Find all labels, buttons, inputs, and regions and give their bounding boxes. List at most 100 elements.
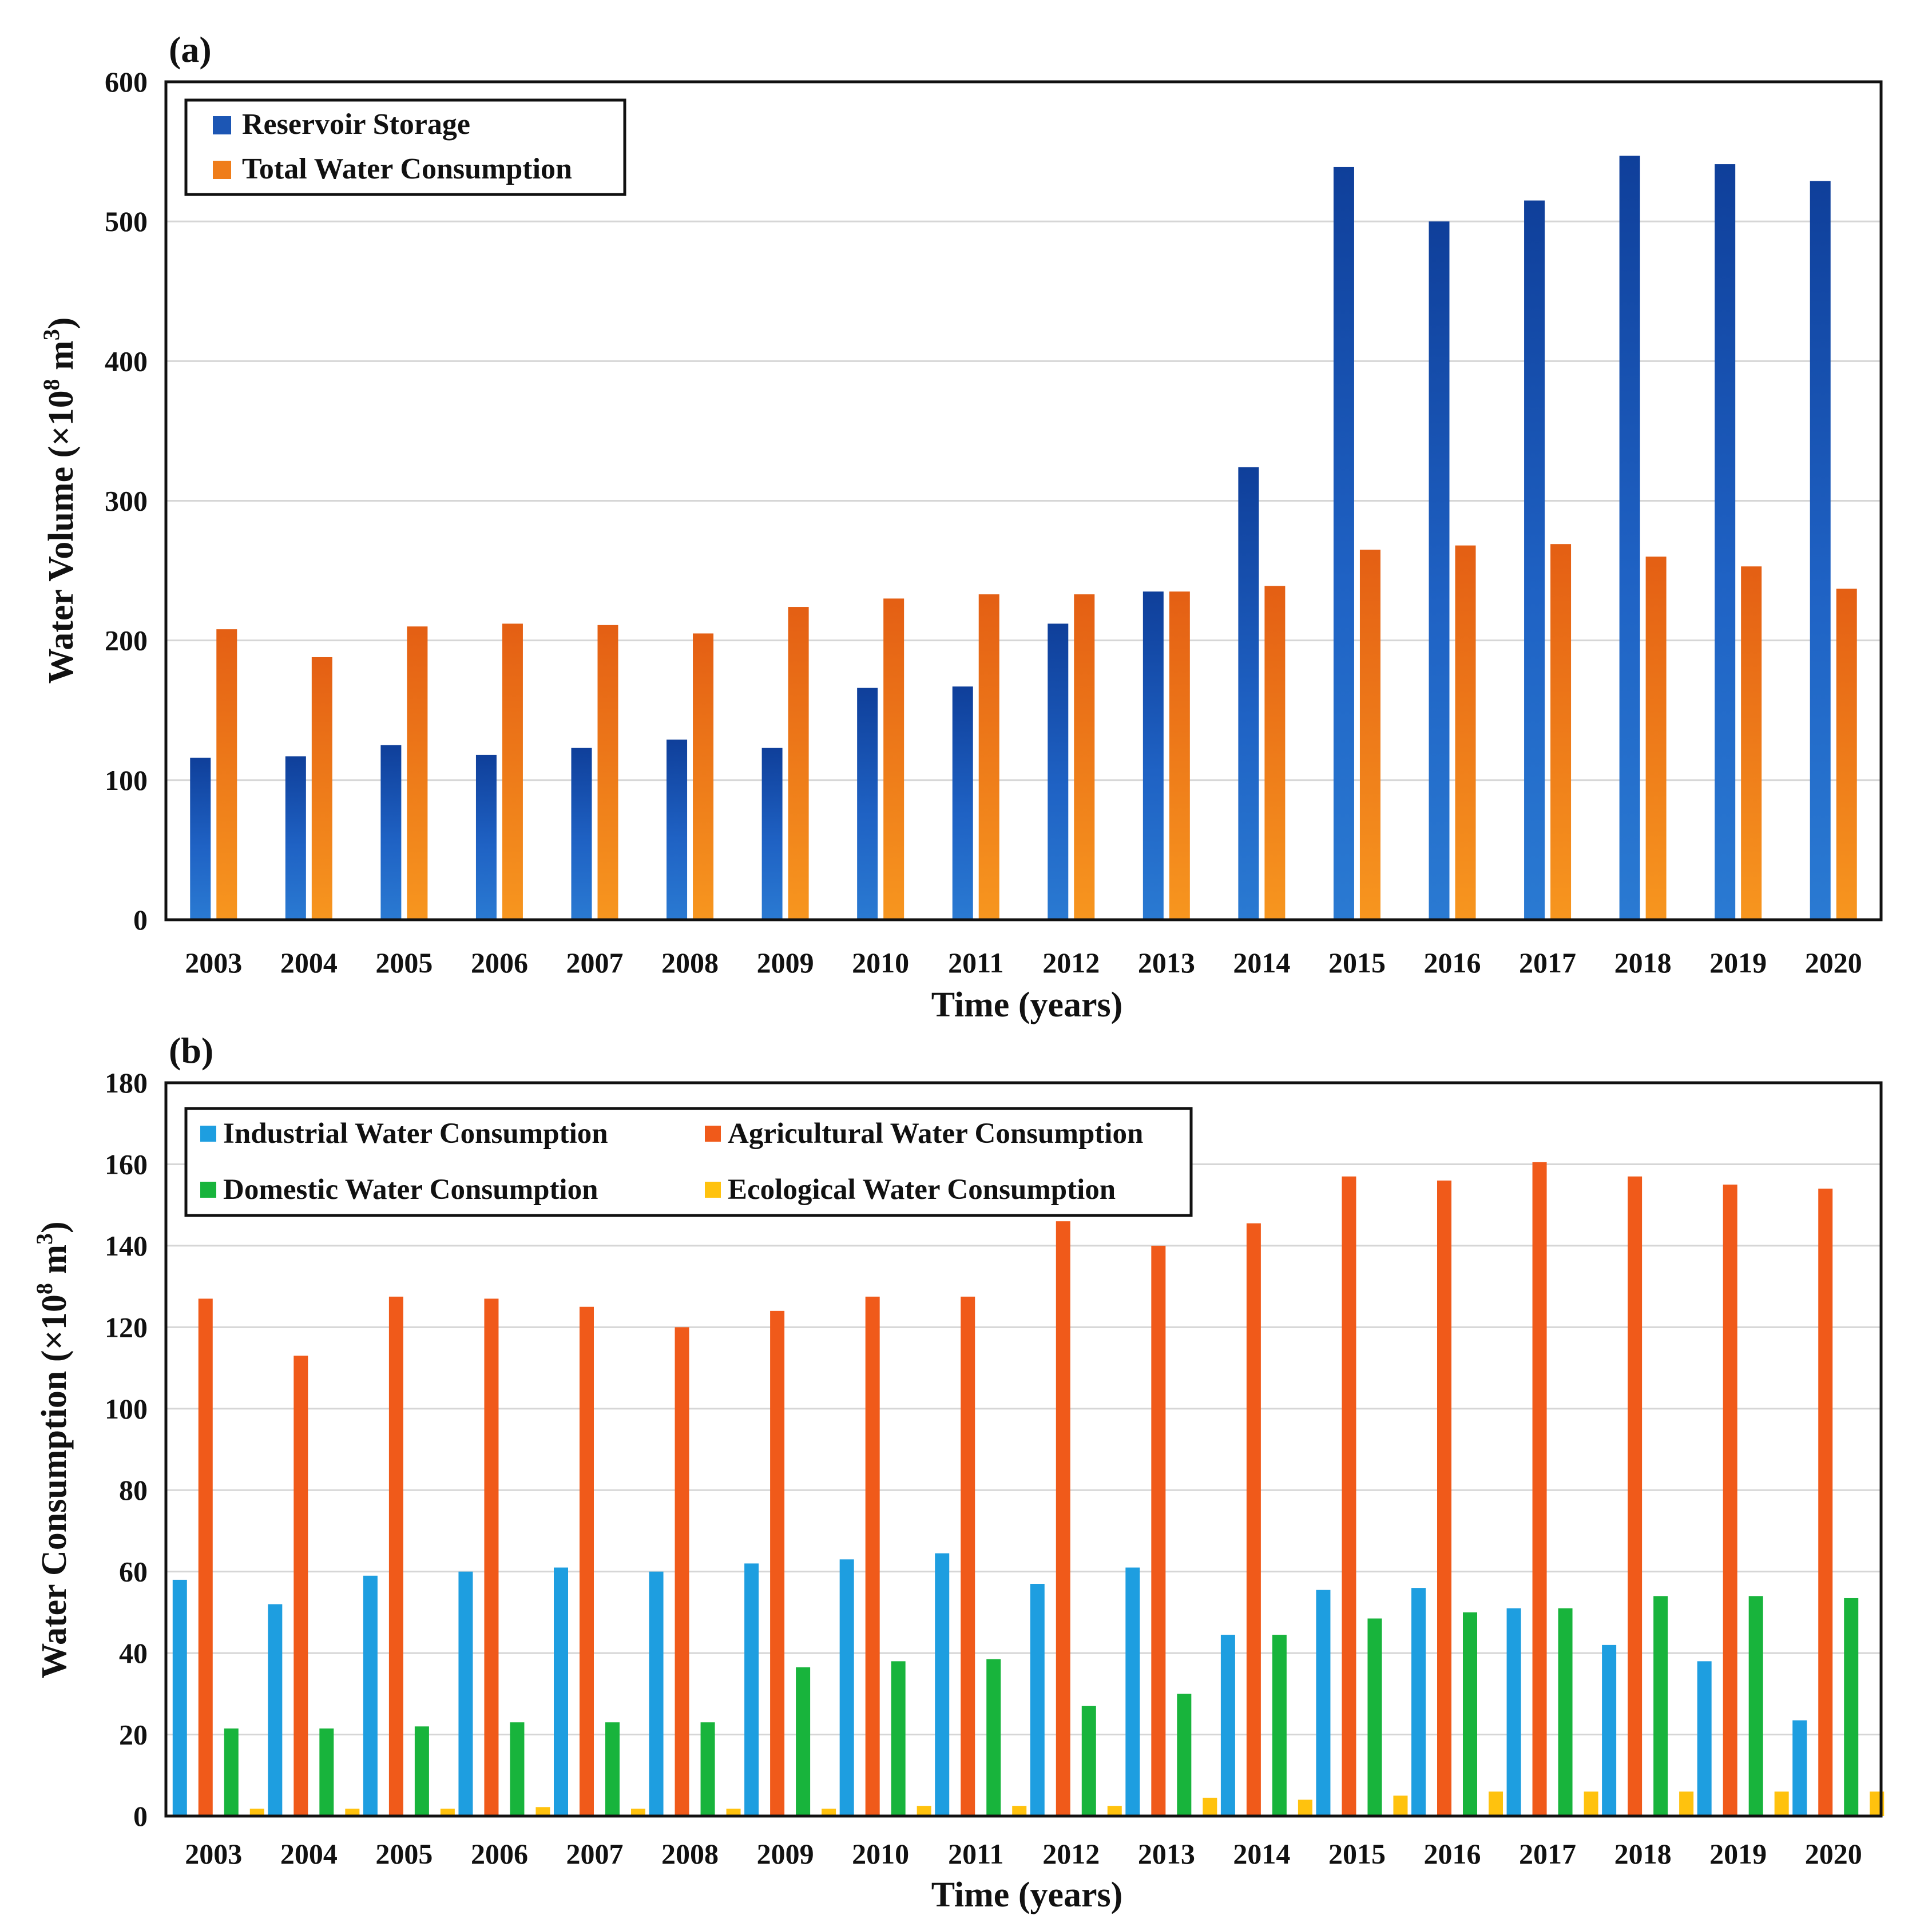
x-tick-2003: 2003 xyxy=(185,947,242,979)
legend-label-agricultural: Agricultural Water Consumption xyxy=(728,1118,1143,1150)
bar-reservoir-storage-2014 xyxy=(1238,467,1259,920)
x-tick-2020: 2020 xyxy=(1805,1838,1862,1870)
y-tick-160: 160 xyxy=(105,1148,148,1180)
y-tick-100: 100 xyxy=(105,764,148,796)
legend-label-reservoir-storage: Reservoir Storage xyxy=(242,108,470,141)
bar-reservoir-storage-2015 xyxy=(1333,166,1354,920)
bar-reservoir-storage-2013 xyxy=(1142,591,1164,920)
x-tick-2014: 2014 xyxy=(1233,1838,1290,1870)
bar-agricultural-water-consumption-2013 xyxy=(1151,1245,1166,1816)
bar-agricultural-water-consumption-2014 xyxy=(1246,1223,1261,1816)
y-tick-40: 40 xyxy=(119,1637,148,1669)
bar-reservoir-storage-2016 xyxy=(1429,221,1450,920)
y-tick-140: 140 xyxy=(105,1230,148,1262)
bar-reservoir-storage-2011 xyxy=(952,686,973,920)
bar-ecological-water-consumption-2016 xyxy=(1489,1791,1503,1816)
bar-total-water-consumption-2012 xyxy=(1074,594,1095,920)
panel-a: (a) 0 100 200 300 400 500 600 2003 2004 2005 2006… xyxy=(38,29,1883,1024)
x-tick-2005: 2005 xyxy=(375,947,433,979)
bar-agricultural-water-consumption-2012 xyxy=(1056,1221,1070,1816)
x-tick-2018: 2018 xyxy=(1614,1838,1672,1870)
bar-total-water-consumption-2015 xyxy=(1359,549,1380,920)
x-tick-2008: 2008 xyxy=(661,947,719,979)
legend-swatch-ecological xyxy=(705,1182,721,1198)
bar-domestic-water-consumption-2009 xyxy=(796,1667,811,1816)
bar-domestic-water-consumption-2015 xyxy=(1367,1618,1382,1816)
bar-total-water-consumption-2013 xyxy=(1169,591,1190,920)
panel-a-label: (a) xyxy=(169,29,212,70)
bar-reservoir-storage-2020 xyxy=(1810,181,1831,920)
x-tick-2014: 2014 xyxy=(1233,947,1290,979)
bar-total-water-consumption-2011 xyxy=(978,594,999,920)
y-tick-0: 0 xyxy=(133,904,148,936)
bar-domestic-water-consumption-2006 xyxy=(510,1722,525,1816)
y-tick-500: 500 xyxy=(105,205,148,237)
bar-ecological-water-consumption-2014 xyxy=(1298,1799,1312,1816)
bar-reservoir-storage-2019 xyxy=(1715,164,1736,920)
bar-industrial-water-consumption-2007 xyxy=(554,1567,568,1816)
bar-reservoir-storage-2005 xyxy=(380,745,402,920)
bar-agricultural-water-consumption-2006 xyxy=(484,1298,499,1816)
x-tick-2016: 2016 xyxy=(1424,947,1481,979)
x-tick-2010: 2010 xyxy=(852,947,909,979)
bar-domestic-water-consumption-2012 xyxy=(1081,1706,1096,1816)
x-tick-2003: 2003 xyxy=(185,1838,242,1870)
panel-a-x-tick-labels: 2003 2004 2005 2006 2007 2008 2009 2010 2011 2012… xyxy=(185,947,1862,979)
bar-agricultural-water-consumption-2017 xyxy=(1532,1162,1547,1816)
bar-ecological-water-consumption-2003 xyxy=(249,1809,264,1816)
panel-b-gridlines xyxy=(166,1163,1881,1736)
panel-a-bars xyxy=(190,156,1857,920)
x-tick-2019: 2019 xyxy=(1709,947,1767,979)
bar-agricultural-water-consumption-2008 xyxy=(675,1327,689,1816)
bar-agricultural-water-consumption-2015 xyxy=(1342,1176,1356,1816)
panel-b-legend: Industrial Water Consumption Agricultura… xyxy=(184,1107,1193,1217)
bar-industrial-water-consumption-2020 xyxy=(1792,1720,1807,1816)
bar-total-water-consumption-2019 xyxy=(1741,566,1762,920)
bar-agricultural-water-consumption-2005 xyxy=(388,1296,403,1816)
x-tick-2007: 2007 xyxy=(566,1838,624,1870)
panel-b-label: (b) xyxy=(169,1030,213,1071)
bar-ecological-water-consumption-2004 xyxy=(345,1809,360,1816)
y-tick-20: 20 xyxy=(119,1719,148,1751)
bar-domestic-water-consumption-2011 xyxy=(986,1659,1001,1816)
bar-industrial-water-consumption-2012 xyxy=(1030,1584,1045,1816)
bar-agricultural-water-consumption-2003 xyxy=(198,1298,213,1816)
bar-reservoir-storage-2007 xyxy=(571,748,592,920)
x-tick-2012: 2012 xyxy=(1042,1838,1100,1870)
bar-industrial-water-consumption-2008 xyxy=(649,1571,664,1816)
bar-ecological-water-consumption-2006 xyxy=(535,1807,550,1816)
bar-industrial-water-consumption-2004 xyxy=(268,1604,283,1816)
bar-total-water-consumption-2014 xyxy=(1264,586,1286,920)
bar-ecological-water-consumption-2017 xyxy=(1584,1791,1598,1816)
x-tick-2020: 2020 xyxy=(1805,947,1862,979)
x-tick-2015: 2015 xyxy=(1328,1838,1386,1870)
legend-swatch-total-water-consumption xyxy=(213,161,231,179)
bar-ecological-water-consumption-2007 xyxy=(631,1809,645,1816)
legend-label-domestic: Domestic Water Consumption xyxy=(223,1174,598,1206)
bar-agricultural-water-consumption-2004 xyxy=(293,1356,308,1816)
bar-reservoir-storage-2017 xyxy=(1524,200,1545,920)
bar-industrial-water-consumption-2005 xyxy=(363,1575,378,1816)
bar-industrial-water-consumption-2009 xyxy=(744,1563,759,1816)
y-tick-600: 600 xyxy=(105,66,148,98)
panel-a-y-axis-title: Water Volume (×108 m3) xyxy=(38,317,81,684)
bar-reservoir-storage-2010 xyxy=(857,688,878,920)
bar-agricultural-water-consumption-2018 xyxy=(1628,1176,1643,1816)
bar-agricultural-water-consumption-2016 xyxy=(1437,1180,1451,1816)
x-tick-2006: 2006 xyxy=(471,1838,528,1870)
y-tick-0: 0 xyxy=(133,1800,148,1832)
x-tick-2009: 2009 xyxy=(757,1838,814,1870)
x-tick-2017: 2017 xyxy=(1519,947,1576,979)
legend-label-total-water-consumption: Total Water Consumption xyxy=(242,153,572,185)
bar-ecological-water-consumption-2019 xyxy=(1774,1791,1789,1816)
legend-label-ecological: Ecological Water Consumption xyxy=(728,1174,1116,1206)
y-tick-180: 180 xyxy=(105,1067,148,1099)
bar-reservoir-storage-2012 xyxy=(1048,623,1069,920)
bar-domestic-water-consumption-2003 xyxy=(224,1728,239,1816)
bar-ecological-water-consumption-2008 xyxy=(726,1809,741,1816)
panel-a-x-axis-title: Time (years) xyxy=(931,986,1123,1024)
panel-a-y-tick-labels: 0 100 200 300 400 500 600 xyxy=(105,66,148,936)
bar-reservoir-storage-2009 xyxy=(761,748,783,920)
bar-ecological-water-consumption-2015 xyxy=(1393,1795,1408,1816)
